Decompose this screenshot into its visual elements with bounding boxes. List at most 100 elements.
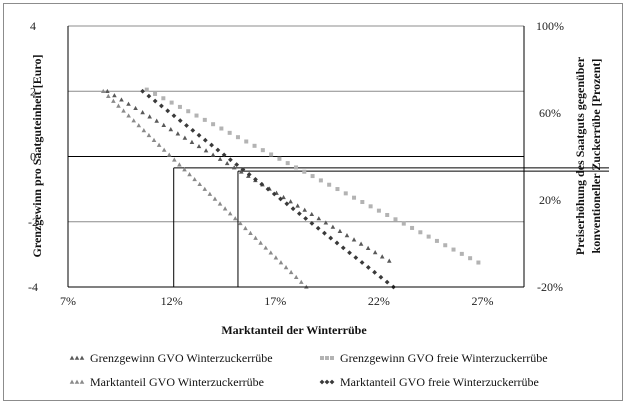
data-point — [285, 161, 290, 166]
x-tick-label: 17% — [264, 294, 286, 308]
legend-marker — [324, 379, 330, 385]
data-point — [293, 274, 299, 280]
data-point — [119, 97, 124, 102]
data-point — [347, 250, 352, 256]
data-point — [253, 235, 258, 240]
data-point — [451, 247, 456, 252]
data-point — [106, 93, 111, 98]
data-point — [434, 238, 439, 243]
legend-item-3: Marktanteil GVO freie Winterzuckerrübe — [319, 375, 539, 389]
data-point — [309, 211, 315, 217]
data-point — [234, 162, 240, 168]
data-point — [281, 194, 286, 200]
data-point — [100, 88, 106, 94]
data-point — [376, 208, 381, 213]
data-point — [401, 221, 406, 226]
y2-tick-labels: -20% 20% 60% 100% — [536, 19, 564, 294]
data-point — [340, 245, 346, 251]
x-tick-labels: 7% 12% 17% 22% 27% — [60, 294, 494, 308]
legend-marker — [79, 379, 85, 384]
data-point — [165, 108, 171, 114]
data-point — [136, 123, 142, 128]
data-point — [273, 255, 279, 260]
data-point — [112, 93, 117, 98]
data-point — [196, 143, 202, 149]
data-point — [269, 152, 274, 157]
data-point — [232, 216, 238, 221]
data-point — [238, 169, 244, 174]
data-point — [379, 254, 385, 259]
data-point — [202, 137, 208, 143]
data-point — [111, 98, 116, 103]
data-point — [161, 96, 166, 101]
data-point — [141, 128, 147, 133]
x-tick-label: 27% — [472, 294, 494, 308]
legend-item-2: Marktanteil GVO Winterzuckerrübe — [69, 375, 264, 389]
data-point — [161, 122, 167, 127]
y2-axis-title-line1: Preiserhöhung des Saatguts gegenüber — [573, 56, 587, 255]
y-tick-label: -2 — [28, 215, 38, 229]
data-point — [384, 279, 390, 285]
data-point — [426, 234, 431, 239]
data-point — [189, 139, 195, 144]
data-point — [224, 160, 230, 166]
data-point — [140, 88, 146, 94]
data-point — [231, 165, 237, 170]
data-point — [410, 225, 415, 230]
data-point — [194, 113, 199, 118]
data-point — [140, 110, 145, 115]
data-point — [337, 228, 343, 234]
series-1 — [144, 87, 481, 265]
data-point — [166, 152, 172, 157]
data-point — [159, 103, 164, 109]
data-point — [259, 181, 265, 187]
data-point — [288, 269, 294, 275]
data-point — [322, 230, 327, 236]
series-3 — [140, 88, 396, 290]
data-point — [443, 243, 448, 248]
data-point — [303, 216, 309, 221]
y2-axis-title-line2: konventioneller Zuckerrübe [Prozent] — [589, 59, 603, 254]
data-point — [217, 201, 223, 206]
data-point — [353, 255, 359, 261]
data-point — [151, 137, 157, 142]
data-point — [351, 237, 357, 242]
data-point — [182, 167, 187, 172]
legend-label: Marktanteil GVO Winterzuckerrübe — [90, 375, 264, 389]
data-point — [310, 174, 315, 179]
data-point — [187, 172, 192, 177]
data-point — [334, 240, 340, 246]
data-point — [298, 279, 304, 284]
data-point — [168, 127, 174, 132]
data-point — [215, 147, 221, 153]
data-point — [278, 196, 283, 202]
legend-marker — [69, 379, 75, 384]
data-point — [358, 241, 364, 246]
data-point — [265, 186, 271, 192]
data-point — [468, 256, 473, 261]
data-point — [271, 191, 277, 197]
data-point — [182, 135, 188, 140]
data-point — [192, 176, 197, 182]
data-point — [207, 191, 213, 196]
data-point — [196, 132, 202, 138]
data-point — [238, 220, 243, 226]
data-point — [268, 250, 274, 255]
legend-label: Grenzgewinn GVO Winterzuckerrübe — [90, 351, 273, 365]
data-point — [156, 142, 162, 147]
data-point — [352, 195, 357, 200]
data-point — [116, 103, 121, 108]
data-point — [295, 203, 300, 208]
axes — [67, 26, 525, 288]
data-point — [161, 147, 167, 152]
data-point — [344, 233, 350, 238]
legend-marker — [79, 355, 85, 360]
data-point — [152, 98, 158, 104]
data-point — [227, 130, 232, 135]
x-tick-label: 22% — [368, 294, 390, 308]
x-axis-title: Marktanteil der Winterrübe — [221, 323, 367, 337]
grid-lines — [68, 25, 524, 288]
y2-tick-label: 60% — [539, 106, 561, 120]
data-point — [316, 216, 322, 221]
legend-label: Grenzgewinn GVO freie Winterzuckerrübe — [340, 351, 548, 365]
